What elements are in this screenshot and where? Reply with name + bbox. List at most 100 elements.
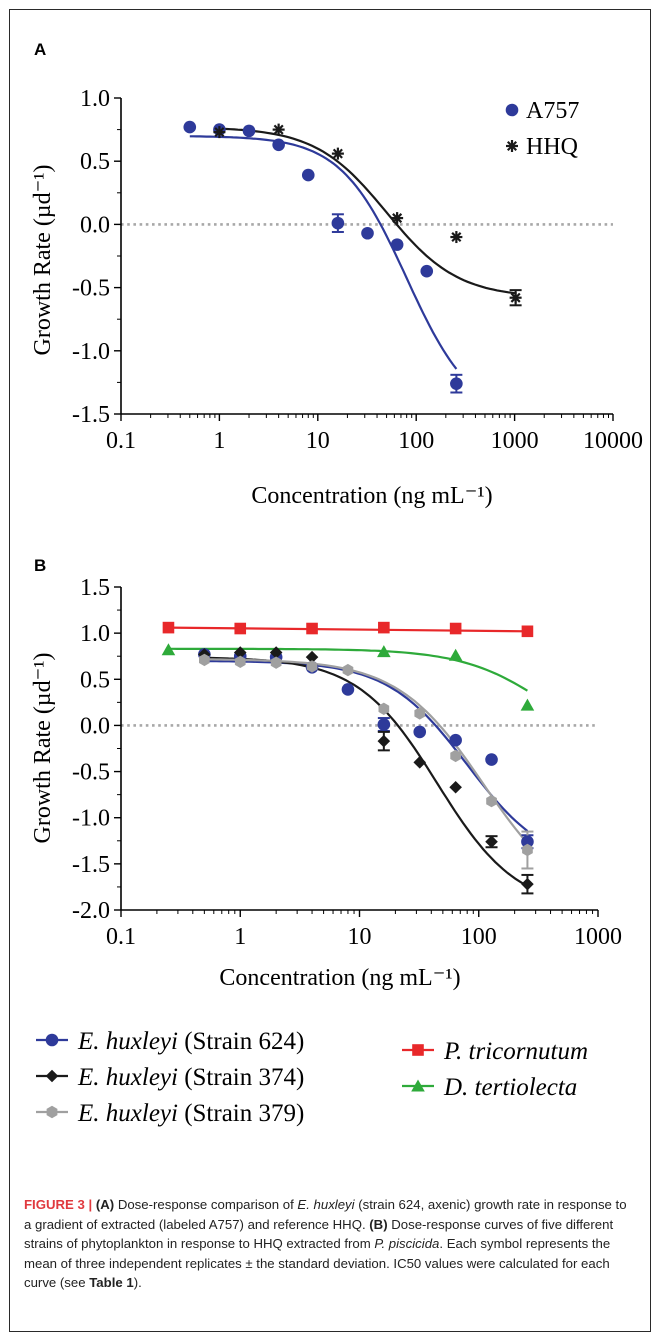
panel-b-point-e-huxleyi-strain-379 [450,749,461,763]
panel-a-fit-curve-hhq [219,127,516,295]
panel-b-point-p-tricornutum [521,625,534,638]
panel-a-x-tick-label: 10000 [583,428,643,454]
panel-b-point-p-tricornutum [162,621,175,634]
panel-b-point-e-huxleyi-strain-379 [234,655,246,668]
panel-a-legend-marker-hhq [506,140,518,152]
panel-b-point-e-huxleyi-strain-379 [378,702,390,715]
panel-a-point-a757 [390,238,404,251]
panel-a-letter: A [34,40,47,59]
figure-caption: FIGURE 3 | (A) Dose-response comparison … [24,1195,634,1293]
legend-marker-p-tricornutum [412,1044,424,1056]
legend-species-e-huxleyi-strain-374: E. huxleyi [77,1064,178,1091]
panel-a-y-tick-label: -1.0 [72,339,110,365]
legend-marker-d-tertiolecta [411,1079,425,1092]
panel-b-point-e-huxleyi-strain-624 [449,733,462,747]
legend-species-d-tertiolecta: D. tertiolecta [443,1074,577,1101]
legend-item-d-tertiolecta: D. tertiolecta [402,1074,577,1101]
caption-table-reference: Table 1 [89,1275,134,1291]
panel-b-point-e-huxleyi-strain-379 [270,656,282,669]
panel-b-fit-curve-e-huxleyi-strain-624 [204,660,529,832]
panel-b-point-e-huxleyi-strain-374 [233,646,247,659]
legend-label-p-tricornutum: P. tricornutum [443,1038,588,1065]
panel-a-x-axis-label: Concentration (ng mL⁻¹) [251,483,492,509]
panel-b-y-tick-label: 1.0 [80,621,110,647]
panel-b-point-e-huxleyi-strain-624 [341,683,355,696]
panel-a-y-tick-label: -0.5 [72,276,110,302]
caption-a-text-1: Dose-response comparison of [114,1197,298,1212]
panel-b-point-e-huxleyi-strain-374 [413,756,427,769]
legend-strain-e-huxleyi-strain-379: (Strain 379) [178,1100,304,1127]
caption-panel-b-tag: (B) [369,1216,388,1232]
legend-strain-e-huxleyi-strain-374: (Strain 374) [178,1064,304,1091]
panel-a-point-hhq [509,291,522,304]
legend-item-p-tricornutum: P. tricornutum [402,1038,588,1065]
panel-a-x-tick-label: 0.1 [106,428,136,454]
legend-species-e-huxleyi-strain-379: E. huxleyi [77,1100,178,1127]
panel-a-fit-curve-a757 [189,135,458,370]
panel-a-x-tick-label: 10 [306,428,330,454]
caption-panel-a-tag: (A) [95,1197,115,1212]
caption-b-text-1: Dose-response curves of five different s… [24,1216,614,1252]
panel-a-legend-label-hhq: HHQ [526,134,578,160]
panel-b-y-tick-label: -2.0 [72,898,110,924]
panel-a-point-a757 [301,168,315,182]
panel-b-point-d-tertiolecta [520,698,535,711]
panel-b-point-e-huxleyi-strain-379 [306,660,318,673]
panel-a-point-a757 [272,138,285,152]
panel-a-x-tick-label: 100 [398,428,434,454]
panel-b-y-tick-label: 0.0 [80,713,110,739]
legend-label-d-tertiolecta: D. tertiolecta [443,1074,577,1101]
panel-b-point-e-huxleyi-strain-624 [377,718,391,731]
panel-a-point-hhq [450,231,463,244]
panel-a-point-hhq [272,123,285,136]
caption-b-text-3: ). [133,1275,142,1291]
legend-strain-e-huxleyi-strain-624: (Strain 624) [178,1028,304,1055]
panel-a-legend-label-a757: A757 [526,98,579,124]
panel-b-point-e-huxleyi-strain-624 [413,725,427,739]
panel-a-chart: Growth Rate (µd⁻¹) Concentration (ng mL⁻… [30,86,643,509]
panel-b-point-e-huxleyi-strain-374 [521,877,534,891]
panel-b-point-p-tricornutum [306,622,318,635]
panel-a-x-tick-label: 1000 [491,428,539,454]
panel-a-legend: A757 HHQ [505,98,579,160]
panel-b-y-axis-label: Growth Rate (µd⁻¹) [30,653,56,844]
panel-a-point-hhq [331,147,344,160]
panel-a-y-tick-label: 0.0 [80,212,110,238]
panel-a-point-a757 [183,120,197,134]
panel-b-x-tick-label: 1000 [574,924,622,950]
panel-a-y-axis-label: Growth Rate (µd⁻¹) [30,165,56,356]
panel-a-point-a757 [361,226,374,240]
panel-b-point-e-huxleyi-strain-374 [449,780,462,794]
legend-label-e-huxleyi-strain-379: E. huxleyi (Strain 379) [77,1100,304,1127]
panel-a-point-a757 [420,264,434,278]
panel-a-y-tick-label: 0.5 [80,149,110,175]
panel-b-point-e-huxleyi-strain-379 [522,843,533,857]
panel-b-point-e-huxleyi-strain-379 [414,707,426,720]
panel-a-legend-marker-a757 [505,103,519,117]
legend-species-e-huxleyi-strain-624: E. huxleyi [77,1028,178,1055]
panel-a-point-a757 [450,377,463,390]
panel-b-x-tick-label: 0.1 [106,924,136,950]
panel-a-point-hhq [391,212,404,225]
panel-b-point-e-huxleyi-strain-624 [521,835,534,849]
legend-item-e-huxleyi-strain-379: E. huxleyi (Strain 379) [36,1100,304,1127]
caption-a-species: E. huxleyi [297,1197,355,1212]
legend-item-e-huxleyi-strain-374: E. huxleyi (Strain 374) [36,1064,304,1091]
panel-a-point-a757 [242,124,256,138]
figure-frame [9,9,651,1332]
panel-b-point-d-tertiolecta [448,648,463,661]
panel-b-point-e-huxleyi-strain-379 [486,794,497,808]
legend-item-e-huxleyi-strain-624: E. huxleyi (Strain 624) [36,1028,304,1055]
panel-b-fit-curve-e-huxleyi-strain-374 [204,656,528,888]
caption-b-species: P. piscicida [374,1236,440,1252]
panel-b-point-e-huxleyi-strain-379 [342,663,354,677]
panel-b-x-tick-label: 100 [461,924,497,950]
legend-label-e-huxleyi-strain-624: E. huxleyi (Strain 624) [77,1028,304,1055]
caption-a-text-2: (strain 624, axenic) growth rate in resp… [24,1197,627,1232]
panel-b-x-axis-label: Concentration (ng mL⁻¹) [219,965,460,991]
legend-label-e-huxleyi-strain-374: E. huxleyi (Strain 374) [77,1064,304,1091]
panel-b-x-tick-label: 10 [348,924,372,950]
panel-b-fit-curve-e-huxleyi-strain-379 [204,658,529,844]
legend-species-p-tricornutum: P. tricornutum [443,1038,588,1065]
